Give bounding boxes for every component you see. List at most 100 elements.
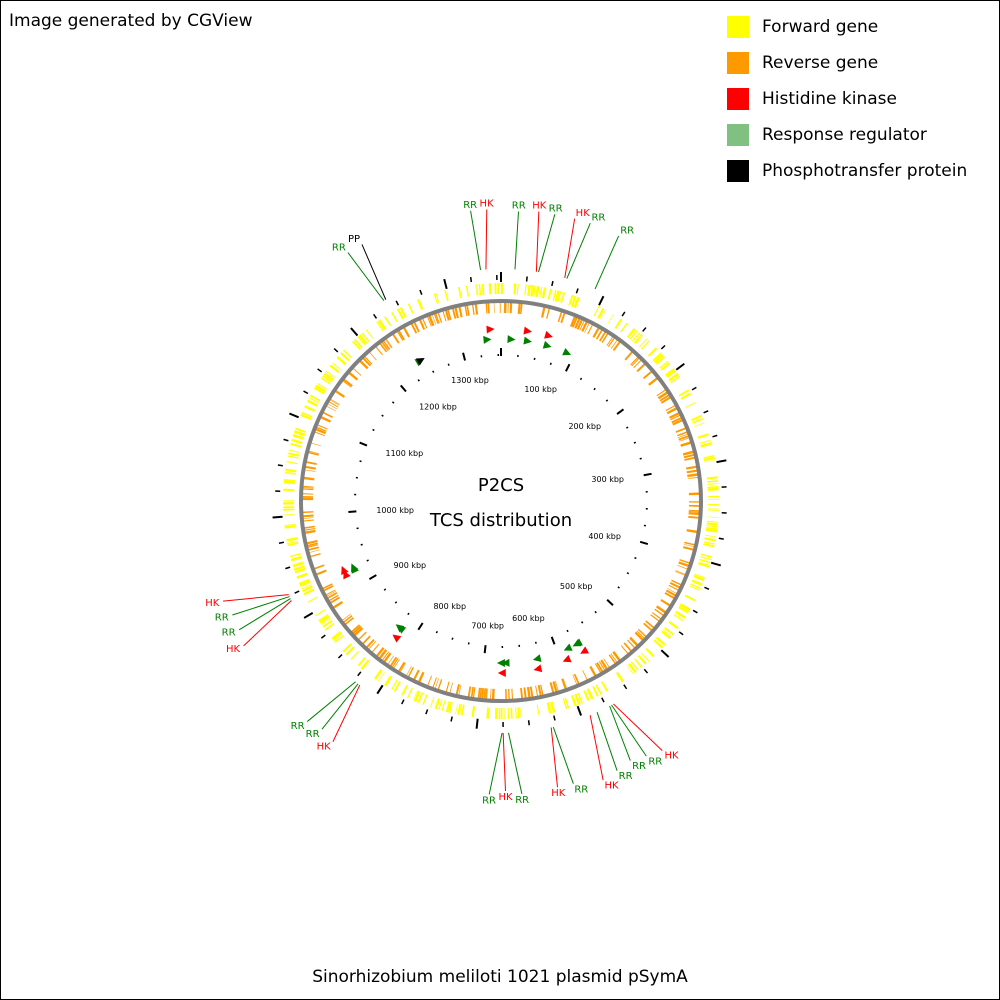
reverse-gene: [675, 427, 687, 433]
rr-annotation-label: RR: [512, 201, 526, 212]
reverse-gene: [328, 594, 339, 602]
inner-ruler-tick: [580, 621, 584, 624]
forward-gene: [645, 647, 655, 658]
reverse-gene: [302, 497, 314, 501]
forward-gene: [705, 534, 717, 538]
forward-gene: [654, 354, 664, 364]
reverse-gene: [633, 359, 642, 369]
genome-backbone: [299, 299, 703, 703]
reverse-gene: [413, 321, 420, 333]
reverse-gene: [541, 306, 546, 318]
forward-gene: [632, 332, 641, 342]
reverse-gene: [603, 658, 610, 668]
reverse-gene: [302, 519, 315, 522]
rr-marker: [523, 336, 532, 345]
reverse-gene: [313, 564, 325, 570]
reverse-gene: [417, 671, 425, 683]
reverse-gene: [529, 686, 534, 698]
reverse-gene: [581, 321, 588, 332]
reverse-gene: [342, 378, 353, 387]
reverse-gene: [560, 312, 566, 324]
forward-gene: [435, 292, 440, 304]
outer-ruler-tick: [395, 300, 400, 306]
reverse-gene: [688, 504, 700, 507]
forward-gene: [457, 286, 462, 299]
forward-gene: [333, 633, 343, 642]
reverse-gene: [458, 306, 463, 318]
forward-gene: [637, 654, 647, 665]
forward-gene: [662, 629, 673, 637]
hk-annotation-line: [613, 703, 663, 752]
forward-gene: [707, 487, 719, 491]
rr-annotation-line: [470, 210, 482, 270]
hk-annotation-line: [485, 209, 488, 270]
forward-gene: [620, 322, 628, 333]
outer-ruler-tick: [710, 561, 722, 567]
reverse-gene: [487, 302, 490, 314]
forward-gene: [641, 652, 650, 662]
forward-gene: [586, 688, 594, 700]
forward-gene: [684, 594, 696, 602]
forward-gene: [513, 283, 517, 295]
reverse-gene: [574, 317, 581, 329]
forward-gene: [510, 707, 513, 719]
forward-gene: [286, 461, 298, 465]
forward-gene: [698, 561, 710, 568]
forward-gene: [703, 543, 715, 548]
reverse-gene: [643, 622, 653, 632]
reverse-gene: [507, 302, 509, 314]
outer-ruler-tick: [320, 634, 326, 639]
inner-ruler-tick: [625, 426, 629, 429]
reverse-gene: [651, 612, 662, 620]
reverse-gene: [472, 687, 476, 699]
forward-gene: [384, 316, 392, 327]
forward-gene: [577, 692, 584, 704]
reverse-gene: [308, 450, 320, 455]
hk-annotation-line: [332, 684, 361, 742]
forward-gene: [422, 694, 428, 705]
rr-annotation-label: RR: [620, 225, 634, 236]
reverse-gene: [458, 684, 462, 696]
ruler-label: 1100 kbp: [385, 449, 423, 458]
reverse-gene: [610, 653, 618, 663]
forward-gene: [607, 314, 614, 324]
forward-gene: [516, 283, 519, 295]
forward-gene: [417, 692, 424, 704]
forward-gene: [441, 700, 446, 712]
forward-gene: [707, 483, 719, 485]
reverse-gene: [656, 389, 667, 397]
reverse-gene: [368, 640, 377, 650]
outer-ruler-tick: [350, 327, 359, 337]
forward-gene: [438, 699, 443, 711]
reverse-gene: [664, 592, 676, 600]
reverse-gene: [351, 625, 362, 635]
reverse-gene: [688, 512, 700, 516]
forward-gene: [699, 439, 711, 444]
forward-gene: [391, 311, 398, 323]
forward-gene: [550, 701, 556, 713]
reverse-gene: [675, 571, 686, 576]
legend-swatch: [727, 16, 749, 38]
reverse-gene: [677, 431, 688, 437]
forward-gene: [690, 583, 701, 590]
forward-gene: [399, 306, 407, 318]
reverse-gene: [375, 647, 385, 658]
forward-gene: [660, 362, 671, 371]
reverse-gene: [383, 652, 392, 663]
inner-ruler-tick: [616, 408, 625, 415]
reverse-gene: [326, 405, 336, 412]
outer-ruler-tick: [553, 715, 556, 721]
rr-annotation-line: [238, 598, 291, 631]
inner-ruler-tick: [435, 630, 438, 634]
reverse-gene: [387, 655, 395, 665]
outer-ruler-tick: [419, 289, 423, 295]
forward-gene: [433, 293, 439, 305]
forward-gene: [325, 370, 336, 378]
outer-ruler-tick: [294, 590, 300, 594]
inner-ruler-tick: [550, 636, 556, 645]
outer-ruler-tick: [718, 537, 724, 540]
forward-gene: [354, 338, 363, 349]
outer-ruler-tick: [303, 390, 309, 395]
forward-gene: [535, 285, 540, 298]
forward-gene: [357, 656, 367, 667]
